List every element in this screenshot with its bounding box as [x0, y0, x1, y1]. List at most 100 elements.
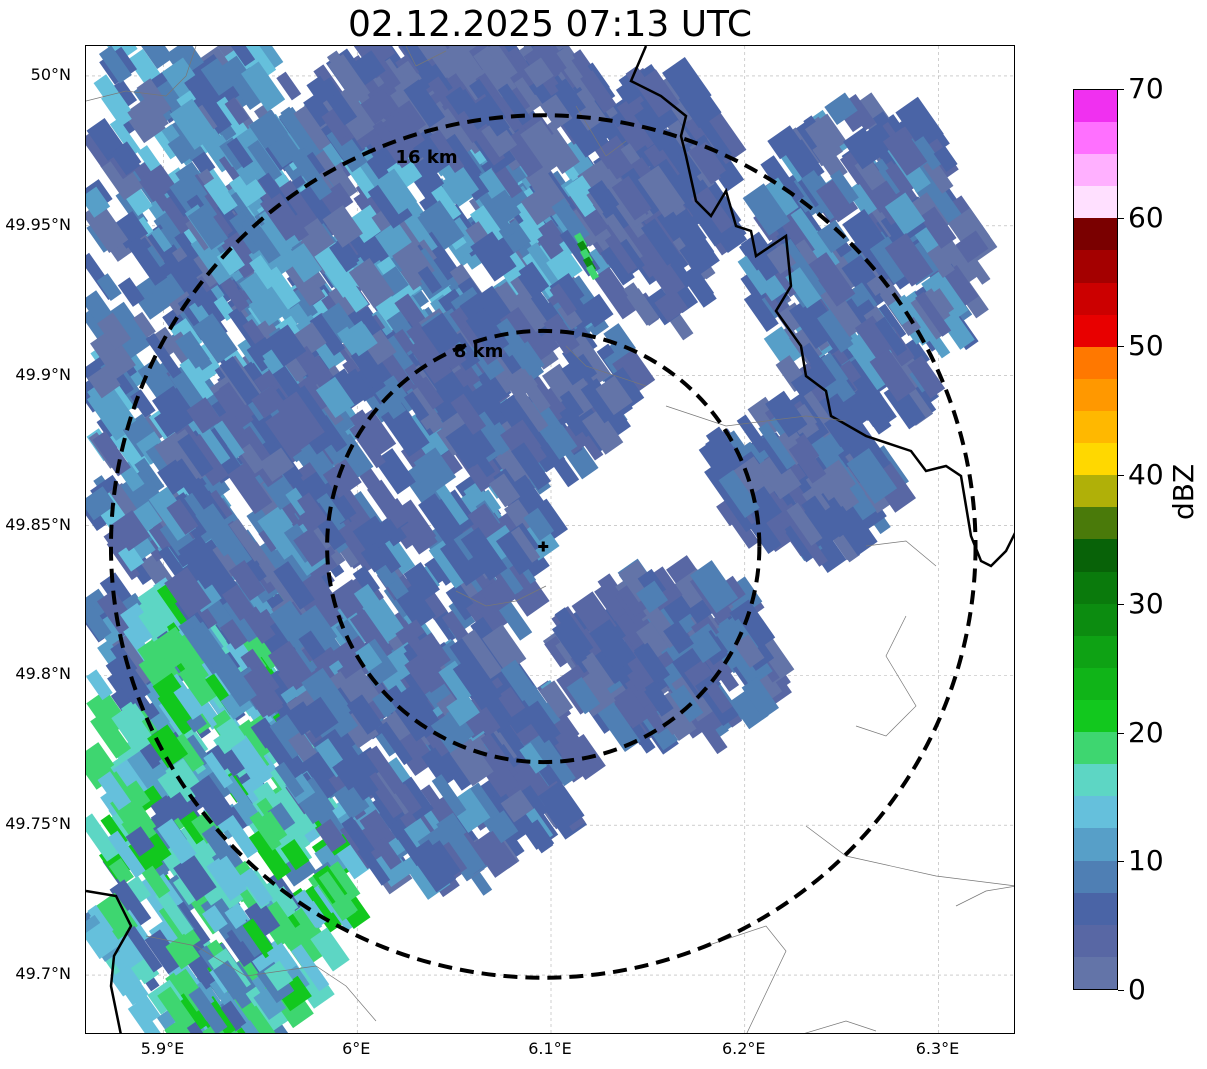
echo-cell: [169, 98, 218, 150]
echo-cell: [221, 584, 256, 621]
echo-cell: [388, 109, 425, 151]
echo-cell: [375, 384, 407, 420]
echo-cell: [539, 94, 573, 130]
echo-cell: [669, 684, 704, 723]
echo-cell: [460, 527, 508, 581]
echo-cell: [317, 153, 358, 201]
echo-cell: [178, 174, 208, 206]
echo-cell: [708, 654, 740, 692]
echo-cell: [86, 486, 116, 521]
echo-cell: [394, 584, 436, 630]
echo-cell: [795, 433, 820, 462]
echo-cell: [248, 828, 292, 881]
echo-cell: [328, 264, 369, 313]
echo-cell: [507, 563, 542, 606]
echo-cell: [276, 71, 302, 101]
echo-cell: [540, 439, 580, 488]
echo-cell: [94, 892, 138, 940]
echo-cell: [762, 177, 799, 218]
echo-cell: [824, 470, 860, 512]
echo-cell: [644, 683, 674, 717]
echo-cell: [740, 231, 785, 281]
echo-cell: [274, 761, 305, 798]
echo-cell: [138, 606, 169, 640]
radar-map-panel: [85, 45, 1015, 1034]
echo-cell: [365, 772, 404, 819]
echo-cell: [329, 239, 358, 273]
echo-cell: [705, 681, 733, 714]
echo-cell: [145, 333, 182, 379]
echo-cell: [617, 581, 649, 617]
echo-cell: [471, 828, 518, 878]
echo-cell: [688, 201, 726, 247]
echo-cell: [491, 189, 522, 223]
echo-cell: [177, 433, 214, 477]
echo-cell: [329, 368, 366, 409]
echo-cell: [841, 254, 877, 291]
echo-cell: [767, 125, 803, 160]
echo-cell: [555, 729, 592, 773]
echo-cell: [360, 543, 389, 573]
echo-cell: [110, 965, 142, 997]
echo-cell: [895, 96, 944, 150]
echo-cell: [481, 118, 518, 158]
echo-cell: [499, 306, 538, 348]
echo-cell: [561, 353, 598, 389]
echo-cell: [495, 531, 534, 576]
map-title: 02.12.2025 07:13 UTC: [347, 4, 753, 45]
echo-cell: [192, 313, 238, 364]
echo-cell: [134, 457, 165, 494]
echo-cell: [844, 93, 877, 131]
echo-cell: [265, 324, 307, 367]
echo-cell: [148, 522, 175, 552]
echo-cell: [342, 668, 381, 709]
colorbar-tick-label: 40: [1128, 458, 1164, 492]
x-tick-label: 5.9°E: [140, 1039, 185, 1058]
radar-site-marker: [538, 541, 549, 552]
echo-cell: [86, 742, 115, 777]
echo-cell: [137, 46, 174, 69]
echo-cell: [348, 257, 395, 309]
echo-cell: [546, 248, 583, 286]
echo-cell: [816, 219, 850, 254]
echo-cell: [219, 1000, 247, 1032]
echo-cell: [421, 747, 457, 788]
echo-cell: [158, 545, 187, 580]
colorbar-segment: [1074, 924, 1117, 957]
echo-cell: [853, 375, 881, 408]
echo-cell: [125, 925, 163, 973]
echo-cell: [382, 498, 412, 529]
y-tick-label: 49.8°N: [15, 664, 71, 684]
echo-cell: [526, 819, 555, 851]
echo-cell: [529, 46, 567, 82]
echo-cell: [129, 987, 161, 1024]
y-tick-label: 49.85°N: [5, 514, 71, 534]
echo-cell: [785, 267, 822, 309]
echo-cell: [110, 755, 154, 801]
echo-cell: [105, 653, 151, 705]
echo-cell: [227, 462, 273, 515]
range-ring: [325, 328, 762, 765]
echo-cell: [540, 425, 571, 460]
echo-cell: [110, 143, 141, 176]
echo-cell: [209, 978, 234, 1006]
echo-cell: [393, 826, 426, 867]
echo-cell: [144, 929, 184, 975]
echo-cell: [271, 179, 318, 232]
echo-cell: [164, 1018, 211, 1033]
echo-cell: [159, 522, 188, 557]
echo-cell: [173, 853, 217, 902]
echo-cell: [188, 986, 228, 1033]
echo-cell: [372, 690, 397, 718]
echo-cell: [505, 757, 551, 805]
echo-cell: [580, 652, 615, 692]
colorbar-segment: [1074, 635, 1117, 668]
colorbar-segment: [1074, 282, 1117, 315]
range-ring: [108, 113, 978, 980]
echo-cell: [663, 620, 694, 654]
echo-cell: [242, 918, 276, 959]
echo-cell: [500, 659, 538, 702]
echo-cell: [220, 747, 248, 777]
echo-cell: [352, 515, 392, 555]
colorbar: [1073, 89, 1118, 990]
